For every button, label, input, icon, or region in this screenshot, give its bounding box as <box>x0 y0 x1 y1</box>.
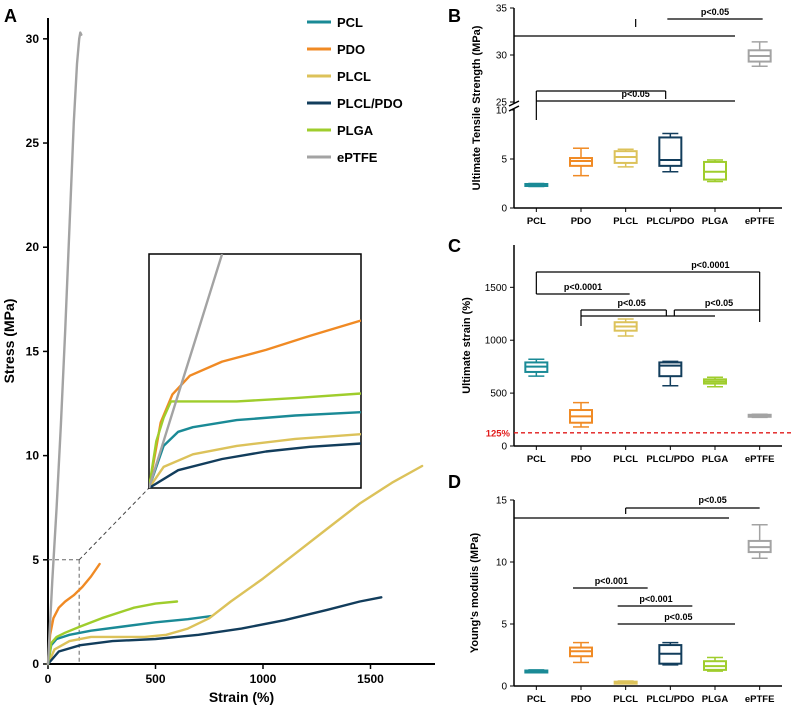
significance-label: p<0.05 <box>622 89 650 99</box>
inset-series-line-plcl <box>149 433 361 488</box>
significance-label: p<0.05 <box>705 298 733 308</box>
legend-label: PCL <box>337 15 363 30</box>
significance-label: p<0.05 <box>664 612 692 622</box>
panel-label-b: B <box>448 6 461 26</box>
y-tick-label-zero: 0 <box>501 442 507 453</box>
callout-connector-line <box>78 487 150 561</box>
y-tick-label: 5 <box>32 553 39 567</box>
y-axis-title: Stress (MPa) <box>1 299 17 384</box>
significance-label: p<0.0001 <box>691 260 729 270</box>
x-tick-label: PCL <box>527 694 546 705</box>
x-tick-label: 1500 <box>357 672 384 686</box>
axis-break-mark <box>508 100 520 107</box>
x-tick-label: PLGA <box>702 216 729 227</box>
legend-label: PLCL <box>337 69 371 84</box>
x-tick-label: PLCL <box>613 454 638 465</box>
x-tick-label: PLGA <box>702 454 729 465</box>
series-line-plcl-pdo <box>46 596 383 666</box>
y-tick-label: 15 <box>26 344 40 358</box>
x-tick-label: PLCL <box>613 216 638 227</box>
significance-label: p<0.05 <box>699 495 727 505</box>
inset-series-line-pcl <box>149 411 361 488</box>
series-line-pcl <box>46 614 213 666</box>
y-tick-label: 35 <box>496 4 508 15</box>
box-plcl-pdo <box>658 136 683 167</box>
panel-b-box-plot: PCL PDO PLCL PLCL/PDO PLGA ePTFE p<0.05 p<0.05 2… <box>471 4 782 227</box>
y-tick-label: 10 <box>26 449 40 463</box>
series-line-plcl <box>46 464 424 666</box>
y-tick-label: 30 <box>26 32 40 46</box>
x-tick-label: PCL <box>527 216 546 227</box>
significance-label: p<0.001 <box>639 594 672 604</box>
y-axis-title: Ultimate strain (%) <box>461 297 473 394</box>
y-tick-label: 10 <box>496 106 508 117</box>
panel-label-c: C <box>448 236 461 256</box>
x-tick-label: PDO <box>571 454 592 465</box>
x-axis-title: Strain (%) <box>209 689 274 705</box>
y-tick-label: 5 <box>501 155 507 166</box>
x-tick-label: PLCL/PDO <box>646 694 694 705</box>
y-axis-title: Young's modulis (MPa) <box>469 532 481 653</box>
y-tick-label: 0 <box>501 682 507 693</box>
panel-label-a: A <box>4 6 17 26</box>
x-tick-label: 500 <box>145 672 165 686</box>
y-tick-label: 1000 <box>485 336 508 347</box>
x-tick-label: 1000 <box>250 672 277 686</box>
y-tick-label: 25 <box>496 98 508 109</box>
significance-label: p<0.05 <box>701 7 729 17</box>
y-tick-label: 25 <box>26 136 40 150</box>
x-tick-label: ePTFE <box>745 454 775 465</box>
axis-break-gap <box>508 103 520 109</box>
y-tick-label: 500 <box>490 389 507 400</box>
y-tick-label: 15 <box>496 496 508 507</box>
x-tick-label: PLCL <box>613 694 638 705</box>
x-tick-label: PLCL/PDO <box>646 216 694 227</box>
x-tick-label: PCL <box>527 454 546 465</box>
significance-label: p<0.001 <box>595 576 628 586</box>
y-tick-label: 20 <box>26 240 40 254</box>
panel-label-d: D <box>448 472 461 492</box>
significance-label: p<0.0001 <box>564 282 602 292</box>
y-tick-label: 10 <box>496 558 508 569</box>
reference-line-label: 125% <box>486 428 511 439</box>
inset-series-line-plcl-pdo <box>149 442 361 488</box>
x-tick-label: PDO <box>571 694 592 705</box>
y-tick-label: 0 <box>501 204 507 215</box>
x-tick-label: ePTFE <box>745 694 775 705</box>
panel-c-box-plot: PCL PDO PLCL PLCL/PDO PLGA ePTFE 125% p<0.0001 p… <box>461 245 792 465</box>
x-tick-label: PDO <box>571 216 592 227</box>
x-tick-label: PLGA <box>702 694 729 705</box>
inset-series-line-eptfe <box>149 254 224 488</box>
panel-d-box-plot: PCL PDO PLCL PLCL/PDO PLGA ePTFE p<0.05 p<0.001… <box>469 495 782 705</box>
significance-label: p<0.05 <box>618 298 646 308</box>
inset-series-line-plga <box>149 392 361 488</box>
legend-label: PDO <box>337 42 365 57</box>
y-tick-label: 0 <box>32 657 39 671</box>
y-tick-label: 1500 <box>485 283 508 294</box>
y-axis-title: Ultimate Tensile Strength (MPa) <box>471 25 483 190</box>
y-tick-label: 30 <box>496 51 508 62</box>
series-line-pdo <box>46 562 101 666</box>
series-line-plga <box>46 600 179 666</box>
x-tick-label: PLCL/PDO <box>646 454 694 465</box>
legend-label: PLCL/PDO <box>337 96 403 111</box>
box-plcl-pdo <box>658 361 683 378</box>
x-tick-label: 0 <box>45 672 52 686</box>
legend-label: PLGA <box>337 123 374 138</box>
inset-plot <box>149 254 361 488</box>
panel-a-line-chart: 0 500 1000 1500 0 5 10 15 20 25 30 Strain (%) Stress… <box>1 15 435 705</box>
series-line-eptfe <box>46 31 83 666</box>
x-tick-label: ePTFE <box>745 216 775 227</box>
y-tick-label: 5 <box>501 620 507 631</box>
legend-label: ePTFE <box>337 150 378 165</box>
